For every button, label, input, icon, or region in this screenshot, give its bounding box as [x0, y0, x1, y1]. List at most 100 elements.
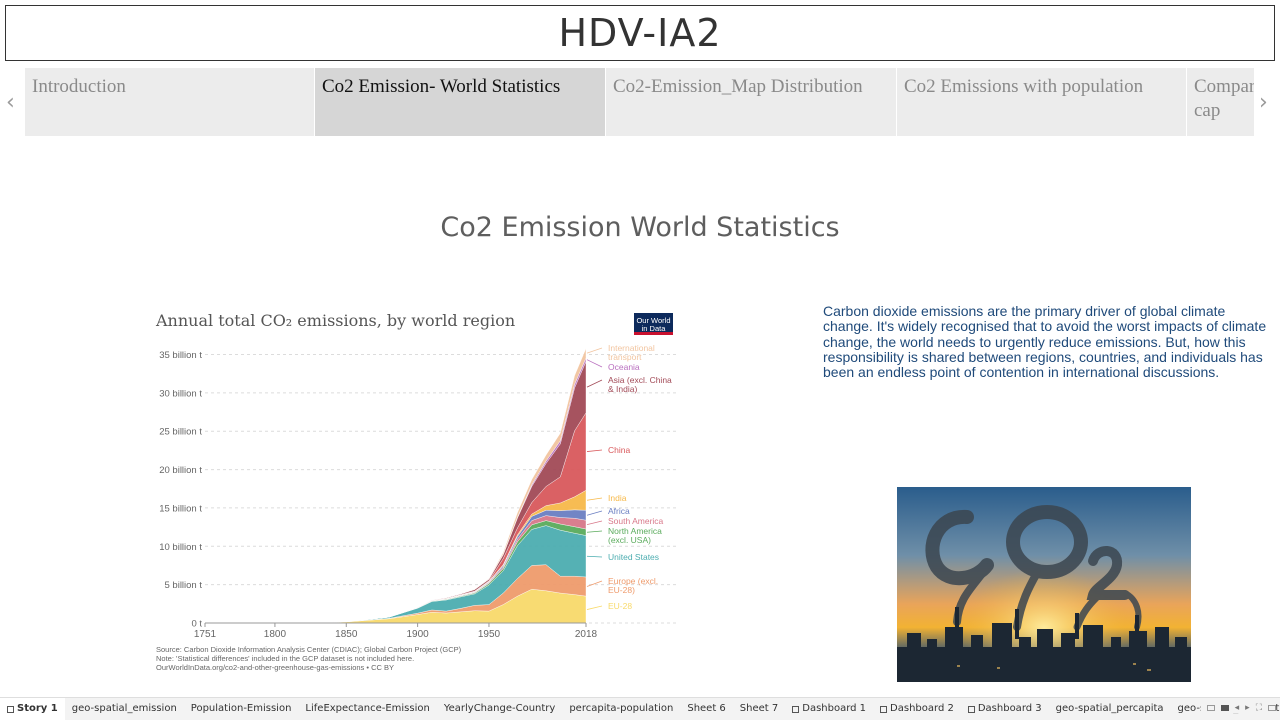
- sheet-tab-label: geo-spatial_emission: [71, 703, 177, 714]
- grid-view-icon[interactable]: [1206, 705, 1215, 711]
- chevron-left-icon[interactable]: ‹: [6, 90, 15, 115]
- legend-label: South America: [608, 516, 664, 526]
- legend-label: Europe (excl.: [608, 576, 658, 586]
- sheet-tab[interactable]: Sheet 6: [680, 698, 732, 720]
- sheet-tab-bar: Story 1 geo-spatial_emission Population-Em…: [0, 697, 1280, 720]
- legend-label: Africa: [608, 506, 630, 516]
- legend-connector: [586, 359, 603, 368]
- sheet-tab[interactable]: Story 1: [0, 698, 65, 720]
- co2-smoke-image: [897, 487, 1191, 682]
- legend-label: China: [608, 445, 630, 455]
- area-series-10: [204, 348, 587, 624]
- dashboard-icon: [880, 705, 888, 713]
- fullscreen-icon[interactable]: ⛶: [1255, 703, 1262, 713]
- sheet-tab-label: Sheet 6: [687, 703, 726, 714]
- description-text: Carbon dioxide emissions are the primary…: [823, 303, 1267, 381]
- legend-connector: [586, 347, 603, 354]
- legend-label: Asia (excl. China: [608, 375, 672, 385]
- x-tick-label: 1800: [264, 629, 287, 640]
- x-tick-label: 1751: [194, 629, 217, 640]
- legend-label: EU-28): [608, 585, 635, 595]
- legend-connector: [586, 520, 603, 526]
- list-view-icon[interactable]: [1220, 705, 1229, 711]
- y-tick-label: 30 billion t: [159, 388, 202, 399]
- sheet-tab[interactable]: Dashboard 1: [785, 698, 873, 720]
- chart-source-note: Note: 'Statistical differences' included…: [156, 654, 414, 663]
- sheet-tab[interactable]: YearlyChange-Country: [437, 698, 563, 720]
- story-point-label: Co2 Emission- World Statistics: [322, 76, 561, 97]
- chevron-right-icon[interactable]: ›: [1259, 90, 1268, 115]
- dashboard-icon: [967, 705, 975, 713]
- x-tick-label: 1850: [335, 629, 358, 640]
- sheet-tabs: Story 1 geo-spatial_emission Population-Em…: [0, 698, 1280, 720]
- x-tick-label: 1950: [478, 629, 501, 640]
- legend-label: North America: [608, 526, 662, 536]
- co2-area-chart: Annual total CO₂ emissions, by world reg…: [145, 300, 683, 680]
- page-title: Co2 Emission World Statistics: [440, 212, 840, 243]
- sheet-tab[interactable]: geo-spatial_emission: [65, 698, 184, 720]
- sheet-tab[interactable]: Population-Emission: [184, 698, 299, 720]
- sheet-tab-label: Story 1: [17, 703, 58, 714]
- sheet-tab-label: Dashboard 3: [977, 703, 1042, 714]
- next-sheet-icon[interactable]: ▸: [1245, 703, 1250, 713]
- sheet-tab-label: Dashboard 1: [802, 703, 867, 714]
- story-title: HDV-IA2: [558, 11, 722, 55]
- sheet-tab[interactable]: percapita-population: [562, 698, 680, 720]
- y-tick-label: 10 billion t: [159, 542, 202, 553]
- legend-label: International: [608, 343, 655, 353]
- sheet-tab[interactable]: geo-spatial_percapita: [1049, 698, 1171, 720]
- chart-svg: Annual total CO₂ emissions, by world reg…: [155, 311, 676, 672]
- legend-label: transport: [608, 352, 642, 362]
- chart-source-note: Source: Carbon Dioxide Information Analy…: [156, 645, 462, 654]
- story-navigator: Introduction Co2 Emission- World Statisti…: [25, 68, 1254, 136]
- story-point-3[interactable]: Co2-Emission_Map Distribution: [606, 68, 897, 136]
- owid-logo-stripe: [634, 332, 673, 335]
- legend-connector: [586, 605, 603, 610]
- sheet-tab-label: Sheet 7: [739, 703, 779, 714]
- legend-connector: [586, 449, 603, 452]
- legend-label: Oceania: [608, 362, 640, 372]
- y-tick-label: 0 t: [191, 619, 202, 630]
- story-point-1[interactable]: Introduction: [25, 68, 315, 136]
- sheet-tab-label: Dashboard 2: [890, 703, 954, 714]
- legend-connector: [586, 530, 603, 533]
- legend-connector: [586, 555, 603, 558]
- presentation-mode-icon[interactable]: [1268, 705, 1276, 711]
- first-sheet-icon[interactable]: ◂: [1234, 703, 1240, 713]
- story-point-2[interactable]: Co2 Emission- World Statistics: [315, 68, 606, 136]
- legend-label: United States: [608, 552, 659, 562]
- legend-label: (excl. USA): [608, 535, 651, 545]
- dashboard-icon: [792, 705, 800, 713]
- sheet-tab-label: Population-Emission: [190, 703, 292, 714]
- y-tick-label: 35 billion t: [159, 350, 202, 361]
- legend-label: India: [608, 493, 627, 503]
- x-tick-label: 2018: [575, 629, 598, 640]
- sheet-tab[interactable]: Sheet 7: [733, 698, 785, 720]
- story-point-label: Co2 Emissions with population: [904, 76, 1144, 97]
- y-tick-label: 20 billion t: [159, 465, 202, 476]
- story-point-label: Introduction: [32, 76, 126, 97]
- sheet-tab-label: LifeExpectance-Emission: [305, 703, 430, 714]
- story-point-5[interactable]: Compar per-cap: [1187, 68, 1254, 136]
- legend-connector: [586, 379, 603, 388]
- chart-source-note: OurWorldInData.org/co2-and-other-greenho…: [156, 663, 394, 672]
- story-point-label: Co2-Emission_Map Distribution: [613, 76, 863, 97]
- legend-label: EU-28: [608, 601, 632, 611]
- sheet-tab[interactable]: Dashboard 3: [961, 698, 1049, 720]
- sheet-tab-label: percapita-population: [569, 703, 674, 714]
- y-tick-label: 15 billion t: [159, 503, 202, 514]
- owid-logo-line: Our World: [636, 316, 670, 325]
- y-tick-label: 25 billion t: [159, 427, 202, 438]
- owid-logo-line: in Data: [642, 324, 667, 333]
- legend-label: & India): [608, 384, 637, 394]
- chart-title: Annual total CO₂ emissions, by world reg…: [155, 311, 515, 330]
- story-point-4[interactable]: Co2 Emissions with population: [897, 68, 1187, 136]
- sheet-tab-label: YearlyChange-Country: [443, 703, 556, 714]
- x-tick-label: 1900: [406, 629, 429, 640]
- sheet-tab[interactable]: LifeExpectance-Emission: [298, 698, 436, 720]
- sheet-tab[interactable]: Dashboard 2: [873, 698, 961, 720]
- sheet-controls: ◂ ▸ ⛶: [1200, 703, 1276, 713]
- story-point-label: Compar per-cap: [1194, 76, 1254, 121]
- legend-connector: [586, 510, 603, 516]
- sheet-tab-label: geo-spatial_percapita: [1055, 703, 1164, 714]
